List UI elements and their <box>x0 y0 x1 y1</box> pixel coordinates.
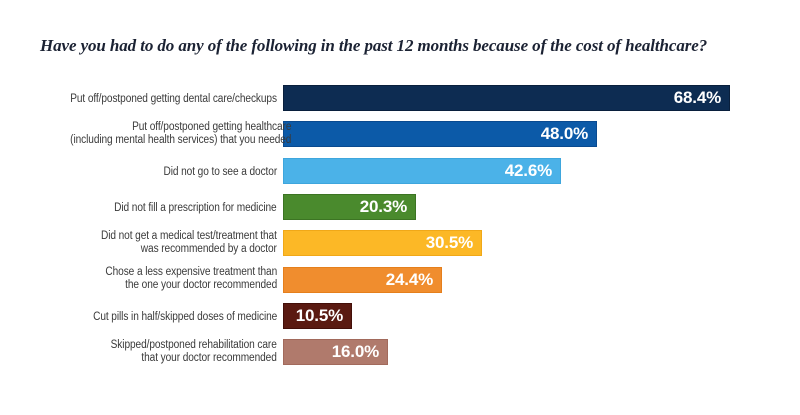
category-label: Did not fill a prescription for medicine <box>40 198 278 216</box>
category-label-text: Did not fill a prescription for medicine <box>114 202 278 215</box>
bar: 68.4% <box>283 85 730 112</box>
bar: 42.6% <box>283 157 561 184</box>
value-label: 10.5% <box>295 305 343 325</box>
category-label: Put off/postponed getting healthcare (in… <box>40 121 291 148</box>
chart-row: Did not fill a prescription for medicine… <box>40 189 775 225</box>
category-label: Cut pills in half/skipped doses of medic… <box>40 307 277 325</box>
category-label: Chose a less expensive treatment than th… <box>40 266 277 293</box>
category-label-text: Chose a less expensive treatment than th… <box>105 266 277 292</box>
category-label: Did not go to see a doctor <box>40 162 277 180</box>
category-label-text: Put off/postponed getting dental care/ch… <box>70 93 277 106</box>
chart-row: Put off/postponed getting healthcare (in… <box>40 116 775 152</box>
bar-area: 16.0% <box>283 339 775 366</box>
bar-chart: Put off/postponed getting dental care/ch… <box>40 80 775 370</box>
chart-row: Cut pills in half/skipped doses of medic… <box>40 298 775 334</box>
bar-area: 48.0% <box>283 121 775 148</box>
bar: 24.4% <box>283 266 442 293</box>
bar-area: 68.4% <box>283 85 775 112</box>
category-label: Did not get a medical test/treatment tha… <box>40 230 277 257</box>
bar-area: 20.3% <box>283 194 775 221</box>
value-label: 16.0% <box>331 342 379 362</box>
value-label: 48.0% <box>540 124 588 144</box>
value-label: 24.4% <box>385 269 433 289</box>
bar-area: 24.4% <box>283 266 775 293</box>
bar: 16.0% <box>283 339 388 366</box>
category-label: Put off/postponed getting dental care/ch… <box>40 89 277 107</box>
category-label-text: Put off/postponed getting healthcare (in… <box>70 120 292 146</box>
value-label: 20.3% <box>359 197 407 217</box>
category-label-text: Did not go to see a doctor <box>163 165 277 178</box>
chart-row: Did not get a medical test/treatment tha… <box>40 225 775 261</box>
chart-title: Have you had to do any of the following … <box>40 36 708 55</box>
chart-row: Skipped/postponed rehabilitation care th… <box>40 334 775 370</box>
bar-area: 42.6% <box>283 157 775 184</box>
bar-area: 30.5% <box>283 230 775 257</box>
category-label-text: Cut pills in half/skipped doses of medic… <box>92 310 277 323</box>
value-label: 30.5% <box>425 233 473 253</box>
bar: 20.3% <box>283 194 416 221</box>
bar: 30.5% <box>283 230 482 257</box>
category-label-text: Did not get a medical test/treatment tha… <box>101 229 277 255</box>
value-label: 42.6% <box>504 160 552 180</box>
bar: 10.5% <box>283 302 352 329</box>
bar: 48.0% <box>283 121 597 148</box>
category-label-text: Skipped/postponed rehabilitation care th… <box>110 338 277 364</box>
chart-row: Did not go to see a doctor 42.6% <box>40 153 775 189</box>
chart-row: Chose a less expensive treatment than th… <box>40 261 775 297</box>
chart-row: Put off/postponed getting dental care/ch… <box>40 80 775 116</box>
bar-area: 10.5% <box>283 302 775 329</box>
value-label: 68.4% <box>673 88 721 108</box>
category-label: Skipped/postponed rehabilitation care th… <box>40 339 277 366</box>
